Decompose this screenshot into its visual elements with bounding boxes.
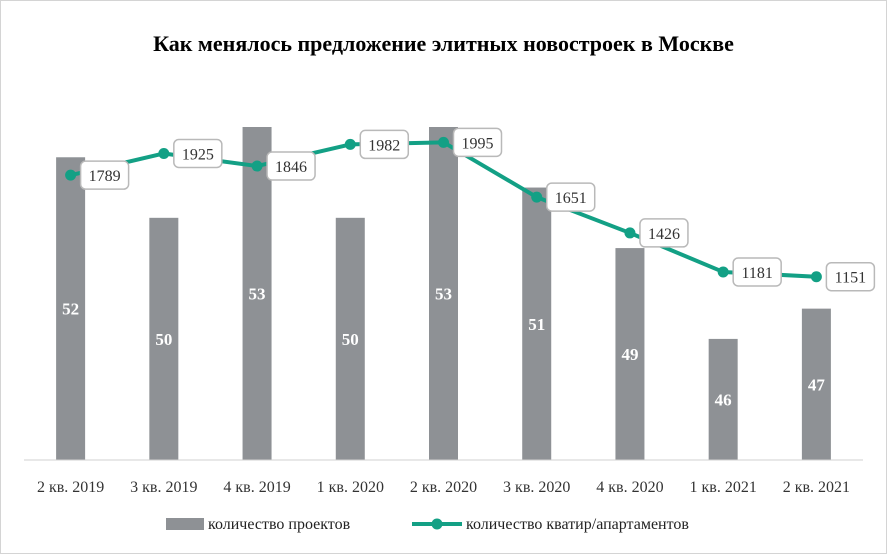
line-point-6 [531, 191, 543, 203]
data-callouts: 1789 1925 1846 1982 1995 1651 1426 1181 1151 [79, 127, 876, 292]
bar-6 [522, 187, 552, 460]
x-tick-7: 4 кв. 2020 [596, 479, 663, 496]
legend-swatch-bars [166, 518, 204, 530]
x-tick-9: 2 кв. 2021 [783, 479, 850, 496]
line-point-7 [624, 227, 636, 239]
callout-box-4 [359, 129, 410, 160]
callout-label-1: 1789 [89, 168, 121, 185]
line-point-4 [344, 138, 356, 150]
callout-box-6 [545, 182, 596, 212]
callout-box-7 [639, 218, 689, 248]
callout-label-2: 1925 [182, 146, 214, 163]
bar-label-7: 49 [621, 345, 638, 364]
callout-label-4: 1982 [368, 137, 400, 154]
bar-8 [708, 338, 738, 460]
callout-label-3: 1846 [275, 159, 307, 176]
bar-label-5: 53 [435, 285, 452, 304]
legend-label-bars: количество проектов [208, 516, 351, 533]
callout-box-8 [732, 257, 782, 287]
bar-2 [149, 217, 179, 460]
bar-label-6: 51 [528, 315, 545, 334]
line-point-2 [158, 147, 170, 159]
x-tick-6: 3 кв. 2020 [503, 479, 570, 496]
line-point-8 [717, 266, 729, 278]
legend-label-line: количество кватир/апартаментов [466, 516, 689, 533]
x-tick-2: 3 кв. 2019 [130, 479, 197, 496]
bar-1 [56, 157, 86, 461]
bar-9 [801, 308, 831, 460]
callout-label-7: 1426 [648, 226, 680, 243]
x-tick-labels: 2 кв. 2019 3 кв. 2019 4 кв. 2019 1 кв. 2020… [37, 479, 850, 496]
callout-box-5 [452, 127, 503, 158]
x-tick-3: 4 кв. 2019 [223, 479, 290, 496]
line-point-3 [251, 160, 263, 172]
x-tick-1: 2 кв. 2019 [37, 479, 104, 496]
bar-label-4: 50 [342, 330, 359, 349]
callout-label-6: 1651 [555, 190, 587, 207]
bar-7 [615, 248, 645, 460]
line-point-9 [810, 271, 822, 283]
x-tick-4: 1 кв. 2020 [317, 479, 384, 496]
legend: количество проектов количество кватир/апа… [166, 516, 689, 533]
bar-label-9: 47 [808, 375, 826, 394]
bar-3 [242, 127, 272, 460]
callout-label-8: 1181 [741, 265, 772, 282]
bar-label-1: 52 [62, 300, 79, 319]
chart-title: Как менялось предложение элитных новостр… [153, 31, 734, 56]
callout-label-9: 1151 [835, 270, 866, 287]
callout-label-5: 1995 [462, 135, 494, 152]
bar-label-2: 50 [155, 330, 172, 349]
legend-marker-line [431, 518, 443, 530]
bar-5 [429, 127, 458, 460]
callout-box-9 [825, 261, 876, 292]
x-tick-5: 2 кв. 2020 [410, 479, 477, 496]
line-point-1 [65, 169, 77, 181]
callout-box-2 [173, 138, 223, 169]
bar-4 [335, 217, 365, 460]
x-tick-8: 1 кв. 2021 [690, 479, 757, 496]
bar-label-8: 46 [715, 390, 732, 409]
bar-label-3: 53 [249, 285, 266, 304]
bars-group: 52 50 53 50 53 51 49 46 47 [56, 127, 831, 461]
callout-box-1 [79, 160, 130, 190]
callout-box-3 [266, 151, 316, 181]
line-point-5 [438, 136, 449, 148]
